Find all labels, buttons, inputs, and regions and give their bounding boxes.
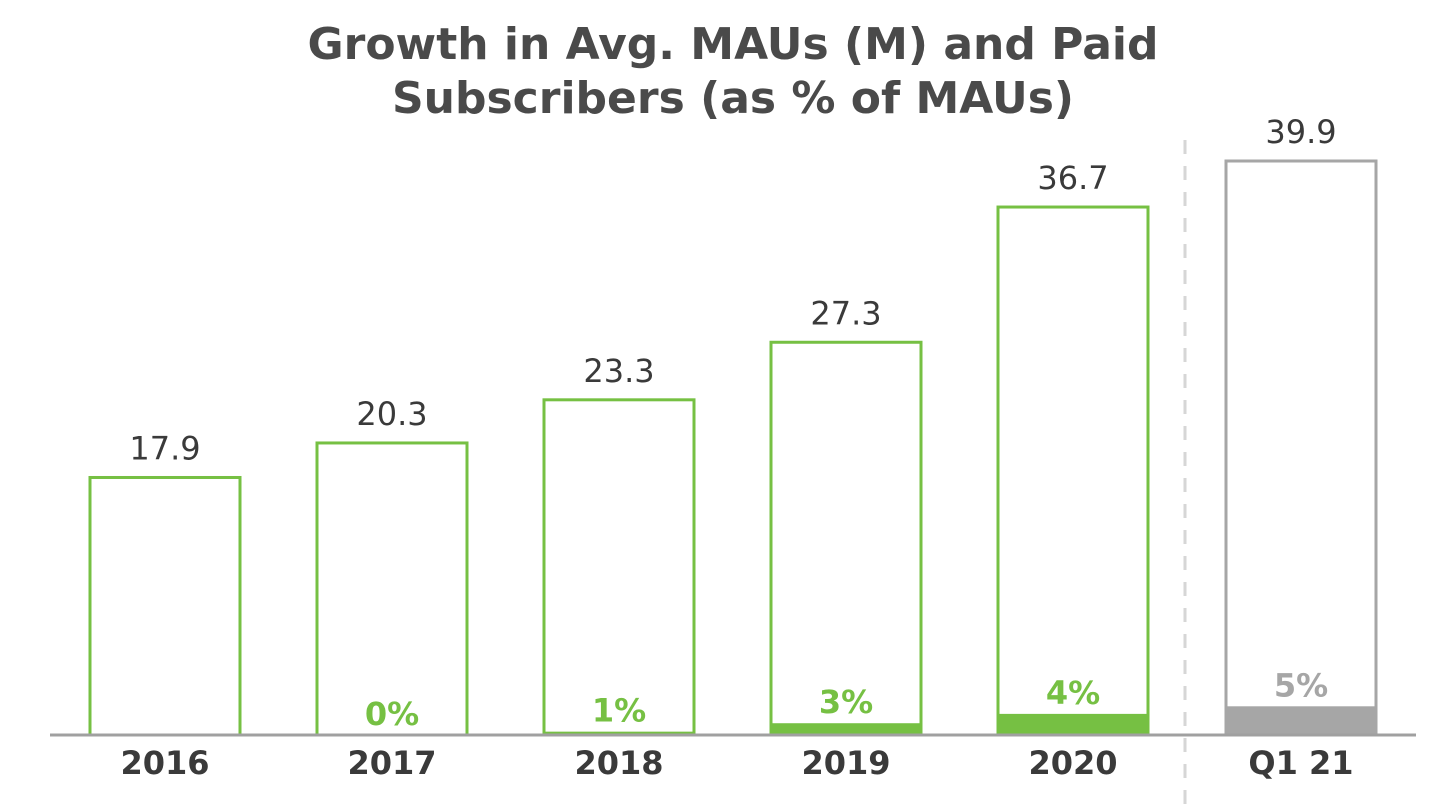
mau-bar-2016: [88, 475, 242, 737]
mau-bar-2018: [542, 398, 696, 737]
mau-bar-2020: [996, 205, 1150, 737]
category-label-2020: 2020: [1028, 744, 1117, 782]
mau-bar-Q1 21: [1224, 159, 1378, 737]
percent-label-Q1 21: 5%: [1274, 666, 1328, 704]
category-label-2018: 2018: [574, 744, 663, 782]
category-label-2017: 2017: [347, 744, 436, 782]
subscriber-bar-2018: [544, 731, 694, 735]
chart-title-line-2: Subscribers (as % of MAUs): [391, 73, 1075, 124]
value-label-2020: 36.7: [1037, 159, 1108, 197]
category-label-2016: 2016: [120, 744, 209, 782]
chart-title-line-1: Growth in Avg. MAUs (M) and Paid: [307, 19, 1159, 70]
mau-bar-2017: [315, 441, 469, 737]
subscriber-bar-Q1 21: [1226, 706, 1376, 735]
category-label-Q1 21: Q1 21: [1248, 744, 1353, 782]
percent-label-2020: 4%: [1046, 674, 1100, 712]
percent-label-2019: 3%: [819, 683, 873, 721]
mau-bar-2019: [769, 340, 923, 737]
category-label-2019: 2019: [801, 744, 890, 782]
value-label-2019: 27.3: [810, 294, 881, 332]
subscriber-bar-2019: [771, 723, 921, 735]
value-label-2016: 17.9: [129, 429, 200, 467]
subscriber-bar-2020: [998, 713, 1148, 735]
value-label-2018: 23.3: [583, 352, 654, 390]
percent-label-2017: 0%: [365, 695, 419, 733]
value-label-2017: 20.3: [356, 395, 427, 433]
chart-title: Growth in Avg. MAUs (M) and Paid Subscri…: [0, 18, 1456, 126]
percent-label-2018: 1%: [592, 692, 646, 730]
value-label-Q1 21: 39.9: [1265, 113, 1336, 151]
